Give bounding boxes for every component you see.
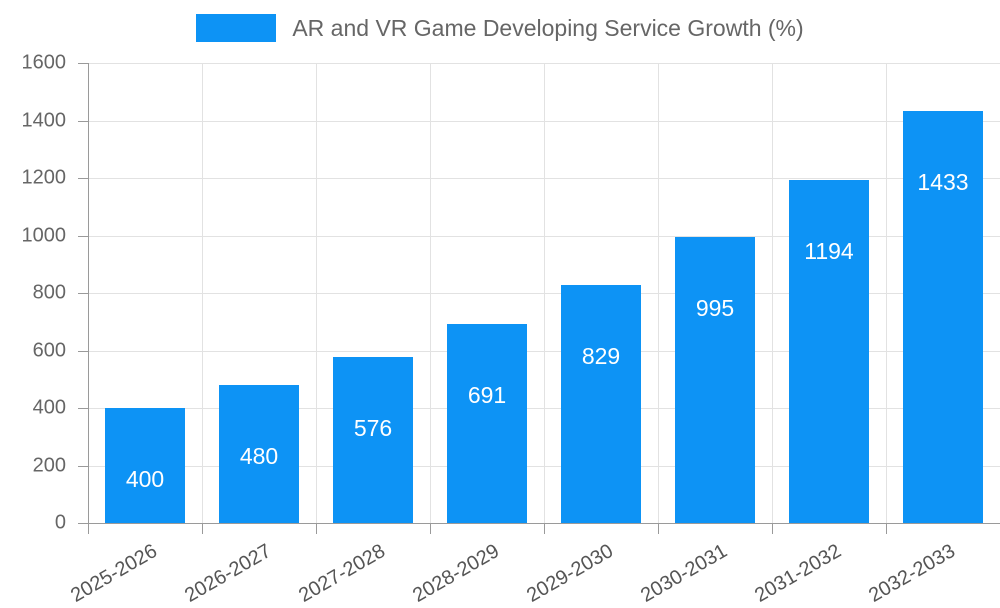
bar-2027-2028[interactable]: 576 [333, 357, 413, 523]
legend-color-swatch [196, 14, 277, 42]
y-axis-tick-label: 800 [32, 281, 66, 304]
x-axis-tick-mark [316, 523, 317, 534]
gridline-vertical [886, 63, 887, 523]
y-axis-tick-label: 1400 [21, 109, 67, 131]
y-axis-tick-label: 400 [32, 396, 66, 419]
y-axis-tick-mark [78, 235, 88, 237]
y-axis-line [88, 63, 89, 524]
x-axis-tick-mark [544, 523, 545, 534]
y-axis-tick-mark [78, 63, 88, 64]
bar-2031-2032[interactable]: 1194 [789, 179, 869, 523]
x-axis-tick-label: 2031-2032 [751, 540, 845, 607]
y-axis-tick-label: 1000 [21, 224, 67, 246]
y-axis-tick-mark [78, 523, 88, 524]
x-axis-tick-mark [886, 523, 887, 534]
y-axis-tick-label: 600 [32, 339, 66, 361]
bar-2028-2029[interactable]: 691 [447, 324, 527, 523]
gridline-vertical [772, 63, 773, 523]
y-axis-tick-label: 200 [32, 454, 66, 476]
y-axis-tick-mark [78, 465, 88, 467]
bar-value-label: 480 [239, 443, 279, 469]
y-axis-tick-mark [78, 293, 88, 294]
bar-2025-2026[interactable]: 400 [105, 408, 185, 523]
bar-2026-2027[interactable]: 480 [219, 385, 299, 523]
bar-2032-2033[interactable]: 1433 [903, 111, 983, 523]
bar-value-label: 829 [581, 342, 621, 369]
bar-2029-2030[interactable]: 829 [561, 284, 641, 523]
bar-value-label: 1194 [804, 237, 854, 264]
x-axis-tick-label: 2026-2027 [181, 540, 275, 607]
y-axis-tick-label: 1200 [21, 166, 67, 189]
bar-value-label: 995 [695, 294, 735, 321]
bar-value-label: 691 [467, 382, 507, 409]
bar-value-label: 576 [353, 415, 393, 442]
bar-value-label: 400 [125, 466, 165, 492]
y-axis-tick-label: 0 [54, 511, 66, 534]
bar-2030-2031[interactable]: 995 [675, 236, 755, 523]
x-axis-tick-label: 2032-2033 [865, 540, 959, 607]
x-axis-tick-mark [88, 523, 89, 534]
gridline-vertical [202, 63, 203, 523]
y-axis-tick-mark [78, 408, 88, 409]
y-axis-tick-mark [78, 178, 88, 179]
x-axis-tick-mark [430, 523, 431, 534]
y-axis-tick-label: 1600 [21, 51, 67, 74]
legend-label: AR and VR Game Developing Service Growth… [292, 15, 804, 41]
x-axis-tick-label: 2029-2030 [523, 540, 617, 607]
x-axis-tick-mark [658, 523, 659, 534]
y-axis-tick-mark [78, 350, 88, 352]
x-axis-tick-label: 2028-2029 [409, 540, 503, 607]
gridline-vertical [658, 63, 659, 523]
bar-value-label: 1433 [917, 169, 969, 196]
x-axis-tick-label: 2027-2028 [295, 540, 389, 607]
gridline-vertical [544, 63, 545, 523]
gridline-vertical [316, 63, 317, 523]
plot-area: 400 480 576 691 829 995 1194 1433 [88, 63, 1000, 524]
y-axis-tick-mark [78, 120, 88, 122]
x-axis-tick-mark [202, 523, 203, 534]
x-axis-tick-label: 2030-2031 [637, 540, 731, 607]
x-axis-tick-label: 2025-2026 [67, 540, 161, 607]
x-axis-tick-mark [772, 523, 773, 534]
gridline-vertical [430, 63, 431, 523]
chart-legend: AR and VR Game Developing Service Growth… [0, 14, 1000, 42]
